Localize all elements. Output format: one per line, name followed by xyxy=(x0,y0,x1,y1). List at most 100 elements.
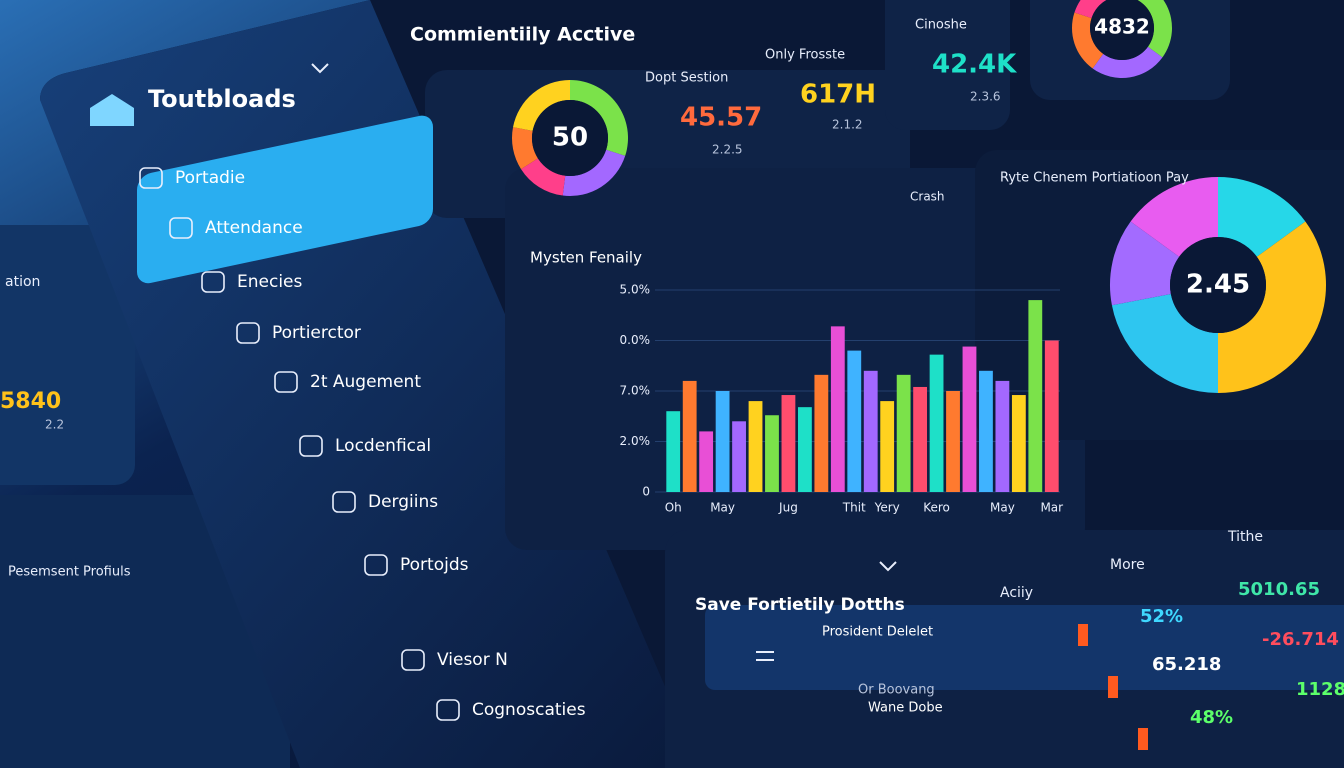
table-column: Aciiy xyxy=(1000,585,1033,601)
nav-item: Viesor N xyxy=(437,650,508,670)
bar xyxy=(896,374,911,492)
table-row-name: Or Boovang xyxy=(858,683,935,698)
bar xyxy=(732,421,746,492)
nav-icon xyxy=(201,271,225,293)
bar xyxy=(699,431,714,492)
chart-title: Ryte Chenem Portiatioon Pay xyxy=(1000,171,1189,186)
bar xyxy=(929,354,944,492)
bar xyxy=(847,350,862,492)
bar xyxy=(682,380,697,492)
donut-segment xyxy=(1110,221,1180,306)
table-header-bar xyxy=(705,605,1344,690)
nav-item: Locdenfical xyxy=(335,436,431,456)
x-tick-label: Jug xyxy=(778,501,798,515)
nav-item: Portadie xyxy=(175,168,245,188)
nav-item: Attendance xyxy=(205,218,303,238)
stat-value: 45.57 xyxy=(680,103,762,133)
stat-sub: 2.1.2 xyxy=(832,118,863,132)
nav-item: Portojds xyxy=(400,555,469,575)
table-cell: 5010.65 xyxy=(1238,579,1320,600)
bar xyxy=(1011,395,1026,492)
left-label: ation xyxy=(5,274,40,290)
y-tick-label: 7.0% xyxy=(620,384,651,398)
table-row-name: Wane Dobe xyxy=(868,701,943,716)
x-tick-label: Thit xyxy=(842,501,866,515)
row-indicator xyxy=(1138,728,1148,750)
row-indicator xyxy=(1078,624,1088,646)
bar xyxy=(979,370,993,492)
bar xyxy=(880,401,895,492)
nav-item: Dergiins xyxy=(368,492,438,512)
bar xyxy=(1044,340,1059,492)
y-tick-label: 2.0% xyxy=(620,434,651,448)
donut-segment xyxy=(562,149,626,196)
y-tick-label: 5.0% xyxy=(620,283,651,297)
stat-label: Cinoshe xyxy=(915,18,967,33)
x-tick-label: Yery xyxy=(874,501,900,515)
donut-segment xyxy=(1111,293,1218,393)
x-tick-label: Oh xyxy=(665,501,682,515)
donut-segment xyxy=(1137,0,1172,58)
x-tick-label: Kero xyxy=(923,501,950,515)
donut-segment xyxy=(513,80,570,131)
left-sub: 2.2 xyxy=(45,418,64,432)
chart-corner-label: Crash xyxy=(910,190,945,204)
donut-segment xyxy=(1072,12,1104,69)
nav-icon xyxy=(401,649,425,671)
table-cell: 65.218 xyxy=(1152,654,1221,675)
page-title: Commientiily Acctive xyxy=(410,24,635,46)
y-tick-label: 0 xyxy=(642,485,650,499)
x-tick-label: May xyxy=(710,501,735,515)
table-cell: -26.714 xyxy=(1262,629,1339,650)
stat-sub: 2.2.5 xyxy=(712,143,743,157)
nav-icon xyxy=(236,322,260,344)
donut-segment xyxy=(1218,177,1306,257)
table-column: Tithe xyxy=(1227,529,1263,545)
bar xyxy=(946,391,960,492)
donut-segment xyxy=(570,80,628,156)
nav-icon xyxy=(436,699,460,721)
table-column: More xyxy=(1110,557,1145,573)
bar xyxy=(995,380,1010,492)
bar xyxy=(863,370,878,492)
stat-value: 42.4K xyxy=(932,50,1017,80)
bar xyxy=(797,407,812,492)
brand-icon xyxy=(90,94,134,126)
donut-segment xyxy=(1218,221,1326,393)
nav-item: Enecies xyxy=(237,272,303,292)
y-tick-label: 0.0% xyxy=(620,333,651,347)
donut-segment xyxy=(1092,46,1163,78)
donut-center: 2.45 xyxy=(1186,270,1250,300)
table-chevron xyxy=(879,561,897,572)
nav-icon xyxy=(169,217,193,239)
nav-item: Cognoscaties xyxy=(472,700,586,720)
nav-icon xyxy=(364,554,388,576)
nav-item: Portierctor xyxy=(272,323,361,343)
nav-icon xyxy=(139,167,163,189)
bar xyxy=(962,346,977,492)
bar xyxy=(913,386,928,492)
row-indicator xyxy=(1108,676,1118,698)
bar xyxy=(830,326,845,492)
brand-chevron xyxy=(311,63,329,74)
menu-icon xyxy=(756,651,774,661)
brand-name: Toutbloads xyxy=(148,85,296,113)
donut-segment xyxy=(511,127,538,170)
left-value: 5840 xyxy=(0,389,61,414)
bar xyxy=(781,395,796,492)
donut-hole xyxy=(1170,237,1266,333)
donut-hole xyxy=(532,100,608,176)
stat-card xyxy=(885,0,1010,130)
bar xyxy=(814,374,829,492)
donut-hole xyxy=(1090,0,1154,60)
stat-label: Only Frosste xyxy=(765,48,845,63)
table-row-name: Prosident Delelet xyxy=(822,625,933,640)
nav-icon xyxy=(274,371,298,393)
nav-icon xyxy=(299,435,323,457)
donut-segment xyxy=(521,158,566,196)
nav-icon xyxy=(332,491,356,513)
x-tick-label: May xyxy=(990,501,1015,515)
nav-item: 2t Augement xyxy=(310,372,421,392)
